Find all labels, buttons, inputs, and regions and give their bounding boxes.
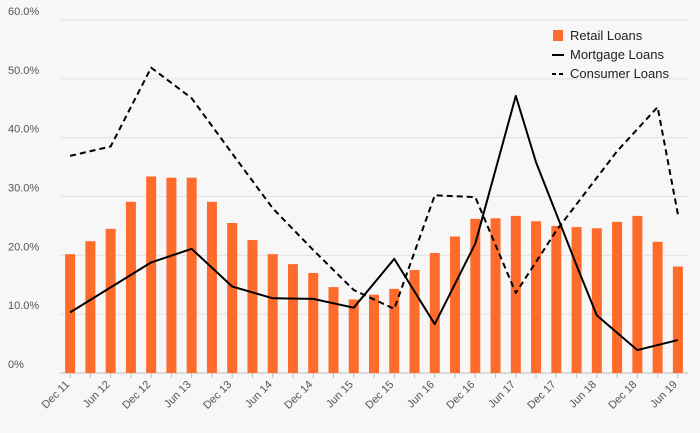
x-tick-label: Dec 12: [120, 379, 153, 412]
retail-bar: [612, 221, 623, 373]
x-tick-label: Jun 18: [567, 379, 599, 411]
retail-bar: [551, 225, 562, 373]
retail-bar: [531, 221, 542, 373]
retail-bar: [186, 177, 197, 373]
retail-bar: [247, 240, 258, 373]
y-tick-label: 20.0%: [8, 241, 39, 253]
x-tick-label: Dec 11: [40, 379, 73, 412]
x-tick-label: Jun 13: [162, 379, 194, 411]
retail-bar: [571, 227, 582, 373]
retail-bar: [490, 218, 501, 373]
retail-bar: [409, 270, 420, 373]
legend: Retail Loans Mortgage Loans Consumer Loans: [552, 28, 669, 81]
y-tick-label: 40.0%: [8, 124, 39, 136]
line-series: [69, 66, 679, 352]
x-tick-label: Dec 13: [201, 379, 234, 412]
retail-bar: [429, 252, 440, 373]
x-tick-label: Dec 18: [606, 379, 639, 412]
x-tick-label: Jun 15: [324, 379, 356, 411]
x-tick-label: Jun 12: [81, 379, 113, 411]
mortgage-loans-line: [69, 94, 679, 352]
retail-bar: [510, 215, 521, 373]
y-tick-label: 30.0%: [8, 183, 39, 195]
x-tick-label: Dec 16: [444, 379, 477, 412]
retail-bar: [450, 236, 461, 373]
legend-label: Consumer Loans: [570, 66, 669, 81]
retail-bar: [125, 201, 136, 373]
y-axis-ticks: 0% 10.0% 20.0% 30.0% 40.0% 50.0% 60.0%: [8, 6, 39, 371]
x-tick-label: Jun 14: [243, 379, 275, 411]
retail-bar: [389, 288, 400, 373]
retail-bar: [369, 294, 379, 373]
retail-bars: [65, 176, 683, 373]
retail-bar: [672, 266, 683, 373]
retail-bar: [267, 254, 278, 373]
retail-bar: [85, 241, 96, 373]
retail-bar: [206, 201, 217, 373]
retail-bar: [166, 177, 177, 373]
x-tick-label: Dec 14: [282, 379, 315, 412]
retail-bar: [146, 176, 157, 373]
gridlines: [60, 19, 688, 374]
legend-label: Mortgage Loans: [570, 47, 664, 62]
retail-bar: [591, 228, 602, 373]
y-tick-label: 50.0%: [8, 65, 39, 77]
legend-swatch-retail: [553, 30, 563, 41]
x-tick-label: Jun 16: [405, 379, 437, 411]
legend-label: Retail Loans: [570, 28, 643, 43]
retail-bar: [632, 215, 643, 373]
retail-bar: [227, 222, 238, 373]
retail-bar: [348, 299, 359, 373]
retail-bar: [308, 272, 319, 373]
retail-bar: [287, 264, 298, 373]
retail-bar: [105, 228, 116, 373]
y-tick-label: 0%: [8, 359, 24, 371]
consumer-loans-line: [69, 66, 679, 310]
y-tick-label: 10.0%: [8, 300, 39, 312]
retail-bar: [328, 287, 339, 373]
x-tick-label: Jun 17: [486, 379, 518, 411]
retail-bar: [65, 254, 76, 373]
x-tick-label: Dec 15: [363, 379, 396, 412]
x-tick-label: Dec 17: [525, 379, 558, 412]
x-axis: Dec 11 Jun 12 Dec 12 Jun 13 Dec 13 Jun 14 Dec …: [40, 373, 680, 412]
retail-bar: [652, 241, 663, 373]
x-tick-label: Jun 19: [648, 379, 680, 411]
y-tick-label: 60.0%: [8, 6, 39, 18]
retail-bar: [470, 218, 481, 373]
